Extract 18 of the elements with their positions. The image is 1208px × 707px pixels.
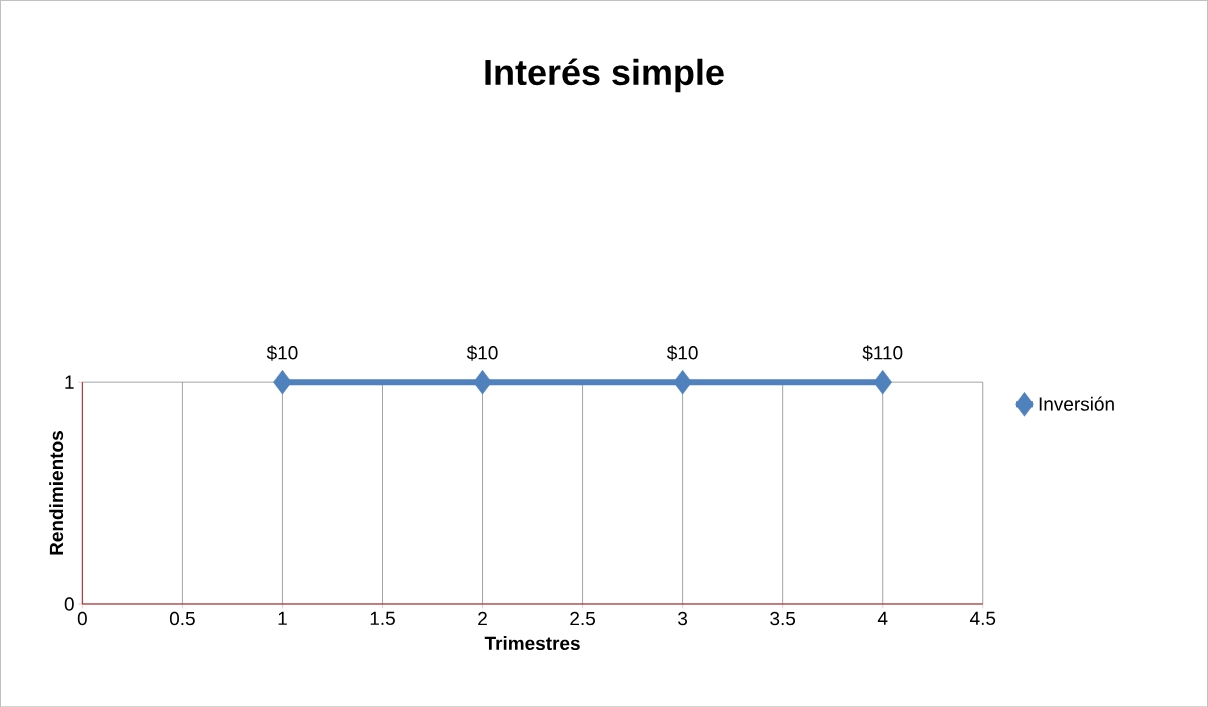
chart-title: Interés simple	[485, 58, 724, 93]
legend-label: Inversión	[1039, 396, 1114, 411]
x-tick-label: 4.5	[970, 611, 996, 625]
x-tick-label: 4	[877, 611, 888, 625]
y-axis-title: Rendimientos	[49, 430, 64, 555]
x-axis-title: Trimestres	[484, 635, 580, 650]
x-tick-label: 3	[678, 611, 688, 626]
x-tick-label: 1.5	[370, 611, 395, 625]
x-tick-label: 0	[77, 611, 87, 626]
x-tick-label: 2.5	[570, 611, 595, 626]
annotation: $10	[466, 345, 498, 361]
x-tick-label: 3.5	[770, 611, 796, 626]
annotation: $10	[266, 345, 298, 361]
annotation: $10	[666, 345, 698, 361]
annotation: $110	[862, 345, 903, 361]
x-tick-label: 0.5	[169, 611, 195, 626]
x-tick-label: 2	[478, 611, 487, 625]
x-tick-label: 1	[278, 611, 287, 625]
